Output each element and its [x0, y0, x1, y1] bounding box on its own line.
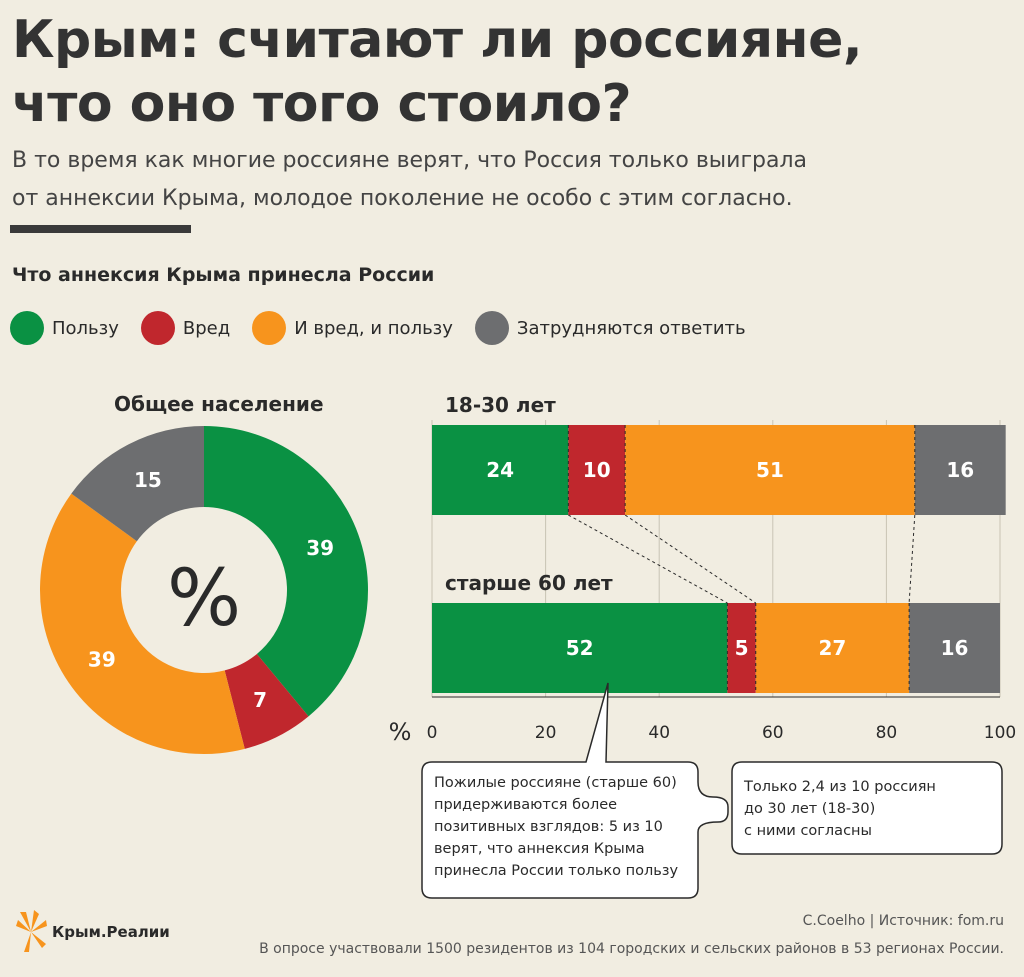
legend-label-benefit: Пользу — [52, 317, 119, 339]
legend-item-harm: Вред — [140, 311, 231, 345]
legend-swatch-harm — [140, 311, 175, 345]
segment-connector — [908, 514, 916, 604]
page-subtitle: В то время как многие россияне верят, чт… — [12, 142, 1012, 218]
x-tick-label: 60 — [762, 723, 784, 743]
callout-right-line-3: с ними согласны — [744, 823, 872, 839]
legend-label-both: И вред, и пользу — [294, 317, 453, 339]
x-axis-unit-label: % — [389, 718, 412, 746]
bar-value-label-old-harm: 5 — [735, 636, 749, 660]
callout-left-bubble — [421, 682, 729, 899]
bar-category-label-young: 18-30 лет — [445, 393, 556, 417]
brand-logo-text: Крым.Реалии — [52, 923, 170, 941]
bar-value-label-young-harm: 10 — [583, 458, 611, 482]
bar-segment-old-benefit — [432, 603, 728, 693]
donut-title: Общее население — [114, 392, 324, 416]
donut-slice-unsure — [71, 426, 204, 542]
donut-value-label-both: 39 — [88, 647, 116, 671]
bar-segment-young-both — [625, 425, 915, 515]
stacked-bar-chart: 24 10 51 16 52 5 27 16 0 20 40 60 80 100 — [427, 420, 1016, 743]
segment-connector — [624, 514, 757, 604]
bar-segment-young-unsure — [914, 425, 1006, 515]
legend-item-unsure: Затрудняются ответить — [474, 311, 746, 345]
callout-left-line-4: верят, что аннексия Крыма — [434, 841, 645, 857]
title-line-1: Крым: считают ли россияне, — [12, 10, 863, 70]
title-divider — [10, 225, 191, 233]
legend-item-benefit: Пользу — [10, 311, 119, 345]
donut-center-label: % — [167, 554, 241, 644]
donut-slice-harm — [224, 653, 309, 749]
chart-heading: Что аннексия Крыма принесла России — [12, 264, 435, 286]
bar-category-label-old: старше 60 лет — [445, 571, 613, 595]
credit-source: C.Coelho | Источник: fom.ru — [802, 913, 1004, 929]
x-tick-label: 40 — [648, 723, 670, 743]
bar-segment-old-both — [755, 603, 910, 693]
bar-segment-old-unsure — [909, 603, 1000, 693]
bar-value-label-young-benefit: 24 — [486, 458, 514, 482]
x-tick-label: 100 — [984, 723, 1016, 743]
legend-item-both: И вред, и пользу — [252, 311, 453, 345]
x-tick-label: 0 — [427, 723, 438, 743]
subtitle-line-2: от аннексии Крыма, молодое поколение не … — [12, 186, 793, 211]
callout-right-bubble — [731, 761, 1003, 855]
bar-segment-young-harm — [568, 425, 626, 515]
donut-value-label-harm: 7 — [253, 688, 267, 712]
legend-swatch-unsure — [474, 311, 509, 345]
bar-value-label-young-unsure: 16 — [946, 458, 974, 482]
bar-value-label-old-benefit: 52 — [566, 636, 594, 660]
callout-left-line-1: Пожилые россияне (старше 60) — [434, 775, 677, 791]
callout-left-line-5: принесла России только пользу — [434, 863, 679, 879]
callout-left-text: Пожилые россияне (старше 60) придерживаю… — [434, 772, 678, 882]
bar-value-label-old-both: 27 — [819, 636, 847, 660]
callouts — [421, 682, 1003, 899]
sunburst-logo-icon — [16, 910, 47, 952]
donut-chart: 39 7 39 15 — [39, 426, 369, 755]
legend-label-harm: Вред — [182, 317, 231, 339]
callout-right-line-2: до 30 лет (18-30) — [744, 801, 876, 817]
bar-segment-young-benefit — [432, 425, 569, 515]
bar-value-label-old-unsure: 16 — [941, 636, 969, 660]
donut-value-label-unsure: 15 — [134, 468, 162, 492]
callout-left-line-3: позитивных взглядов: 5 из 10 — [434, 819, 663, 835]
segment-connector — [568, 514, 728, 604]
bar-segment-old-harm — [727, 603, 756, 693]
callout-right-text: Только 2,4 из 10 россиян до 30 лет (18-3… — [744, 776, 936, 842]
bar-value-label-young-both: 51 — [756, 458, 784, 482]
callout-left-line-2: придерживаются более — [434, 797, 618, 813]
legend-swatch-benefit — [10, 311, 44, 345]
brand-logo[interactable]: Крым.Реалии — [14, 910, 170, 954]
donut-value-label-benefit: 39 — [306, 536, 334, 560]
legend: Пользу Вред И вред, и пользу Затрудняютс… — [10, 310, 768, 346]
legend-label-unsure: Затрудняются ответить — [516, 317, 746, 339]
survey-footnote: В опросе участвовали 1500 резидентов из … — [259, 941, 1004, 957]
donut-slice-benefit — [204, 426, 369, 717]
callout-right-line-1: Только 2,4 из 10 россиян — [744, 779, 936, 795]
legend-swatch-both — [252, 311, 287, 345]
subtitle-line-1: В то время как многие россияне верят, чт… — [12, 148, 808, 173]
title-line-2: что оно того стоило? — [12, 74, 632, 134]
x-tick-label: 80 — [876, 723, 898, 743]
donut-slice-both — [39, 493, 245, 755]
page-title: Крым: считают ли россияне, что оно того … — [12, 8, 1012, 136]
x-tick-label: 20 — [535, 723, 557, 743]
